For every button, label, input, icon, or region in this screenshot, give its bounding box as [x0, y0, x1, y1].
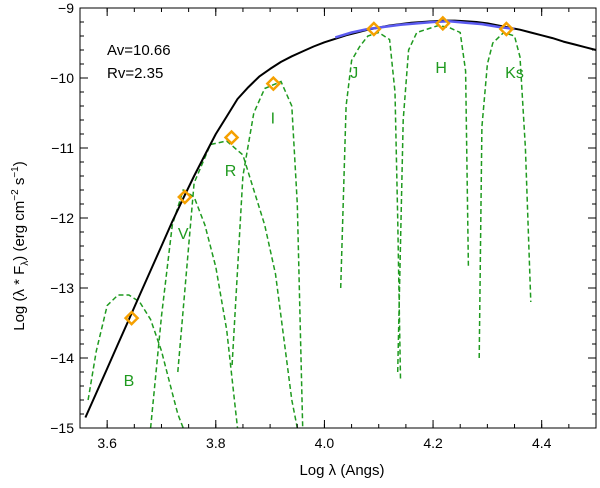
y-tick-label: −9 — [58, 0, 74, 16]
filter-curves: B V R I J H Ks — [87, 24, 532, 429]
y-tick-label: −11 — [51, 140, 74, 156]
photometry-point-V — [177, 189, 193, 205]
photometry-point-J — [366, 21, 382, 37]
rv-annotation: Rv=2.35 — [107, 65, 163, 82]
x-tick-label: 3.6 — [97, 435, 117, 451]
photometry-point-Ks — [498, 21, 515, 37]
photometry-point-B — [123, 310, 140, 326]
x-tick-label: 3.8 — [206, 435, 226, 451]
y-tick-label: −10 — [50, 70, 74, 86]
filter-label-B: B — [124, 373, 135, 390]
y-tick-label: −14 — [50, 350, 74, 366]
filter-label-I: I — [271, 111, 275, 128]
y-axis-label: Log (λ * Fλ) (erg cm−2 s−1) — [10, 161, 31, 331]
photometry-points — [123, 15, 515, 326]
x-axis-label: Log λ (Angs) — [299, 462, 384, 479]
y-tick-label: −13 — [50, 280, 74, 296]
filter-curve-R — [177, 140, 299, 429]
filter-curve-I — [231, 80, 304, 429]
x-tick-label: 4.0 — [315, 435, 335, 451]
av-annotation: Av=10.66 — [107, 42, 171, 59]
y-tick-label: −15 — [50, 420, 74, 436]
ir-spectrum-line — [334, 20, 515, 39]
filter-label-H: H — [435, 60, 447, 77]
photometry-point-H — [435, 15, 451, 32]
filter-curve-V — [149, 188, 239, 429]
photometry-point-I — [265, 75, 282, 92]
x-tick-label: 4.2 — [423, 435, 443, 451]
filter-curve-B — [87, 294, 184, 429]
axes: 3.6 3.8 4.0 4.2 4.4 −15 −14 −13 −12 −11 −10 −9 — [50, 0, 597, 451]
photometry-point-R — [223, 129, 240, 146]
filter-curve-J — [339, 31, 402, 380]
filter-label-J: J — [350, 65, 358, 82]
x-tick-label: 4.4 — [532, 435, 552, 451]
filter-label-Ks: Ks — [505, 65, 524, 82]
y-tick-label: −12 — [50, 210, 74, 226]
filter-label-R: R — [225, 163, 237, 180]
filter-label-V: V — [178, 226, 189, 243]
